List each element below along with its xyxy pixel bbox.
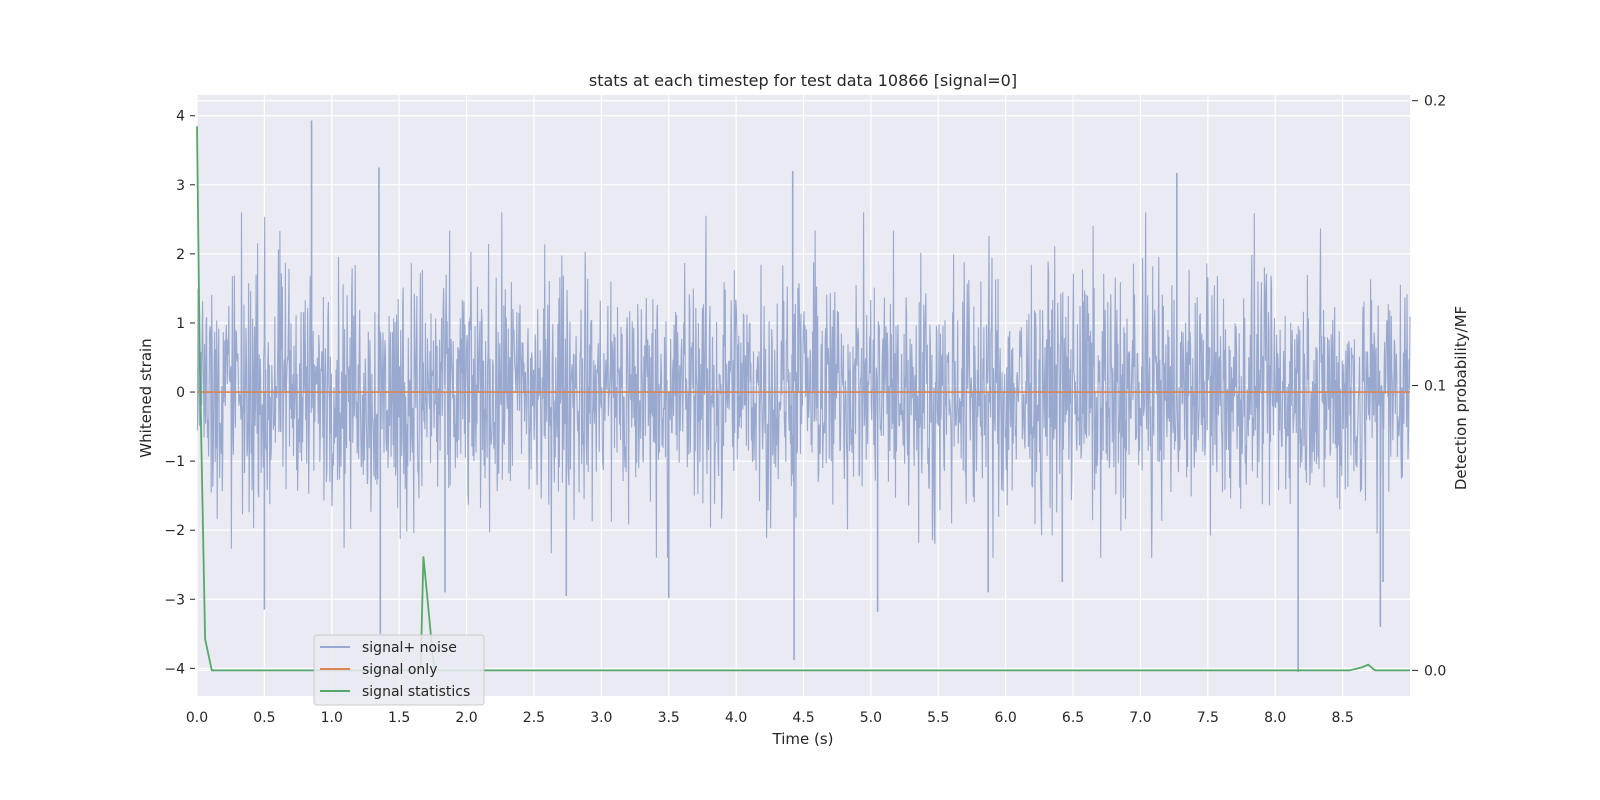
x-axis-label: Time (s) <box>772 730 834 748</box>
x-tick-label: 2.0 <box>455 710 477 726</box>
x-tick-label: 6.5 <box>1062 710 1084 726</box>
y-axis-left: −4 −3 −2 −1 0 1 2 3 4 <box>164 109 195 677</box>
legend-box <box>313 634 485 706</box>
y2-tick-label: 0.0 <box>1424 663 1446 679</box>
x-tick-label: 7.5 <box>1197 710 1219 726</box>
x-tick-label: 7.0 <box>1129 710 1151 726</box>
x-tick-label: 1.0 <box>321 710 343 726</box>
legend-label-signal-statistics: signal statistics <box>362 684 470 700</box>
series-signal-statistics <box>196 126 1410 672</box>
y-tick-label: 3 <box>176 178 185 194</box>
y-tick-label: −2 <box>164 523 185 539</box>
x-tick-label: 8.0 <box>1264 710 1286 726</box>
y2-tick-label: 0.1 <box>1424 379 1446 395</box>
y-axis-label: Whitened strain <box>137 338 155 457</box>
x-tick-label: 4.0 <box>725 710 747 726</box>
y2-tick-label: 0.2 <box>1424 94 1446 110</box>
legend: signal+ noise signal only signal statist… <box>313 634 485 706</box>
x-tick-label: 3.0 <box>590 710 612 726</box>
x-tick-label: 3.5 <box>658 710 680 726</box>
legend-label-signal-only: signal only <box>362 662 437 678</box>
y-tick-label: −1 <box>164 454 185 470</box>
x-tick-label: 0.0 <box>186 710 208 726</box>
plot-area <box>196 120 1411 672</box>
y-tick-label: 1 <box>176 316 185 332</box>
y2-axis-label: Detection probability/MF <box>1452 306 1470 490</box>
y-tick-label: 4 <box>176 109 185 125</box>
chart-title: stats at each timestep for test data 108… <box>589 71 1017 90</box>
series-signal-noise <box>196 212 1411 558</box>
x-tick-label: 8.5 <box>1331 710 1353 726</box>
x-axis: 0.0 0.5 1.0 1.5 2.0 2.5 3.0 3.5 4.0 4.5 5.0 5.5 6.0 6… <box>186 710 1354 726</box>
x-tick-label: 2.5 <box>523 710 545 726</box>
x-tick-label: 5.5 <box>927 710 949 726</box>
y-axis-right: 0.0 0.1 0.2 <box>1412 94 1446 679</box>
x-tick-label: 5.0 <box>860 710 882 726</box>
series-signal-noise-spikes <box>263 120 1384 672</box>
x-tick-label: 0.5 <box>253 710 275 726</box>
y-tick-label: −3 <box>164 592 185 608</box>
legend-label-signal-noise: signal+ noise <box>362 640 457 656</box>
y-tick-label: 0 <box>176 385 185 401</box>
x-tick-label: 4.5 <box>792 710 814 726</box>
y-tick-label: −4 <box>164 661 185 677</box>
y-tick-label: 2 <box>176 247 185 263</box>
x-tick-label: 1.5 <box>388 710 410 726</box>
x-tick-label: 6.0 <box>995 710 1017 726</box>
